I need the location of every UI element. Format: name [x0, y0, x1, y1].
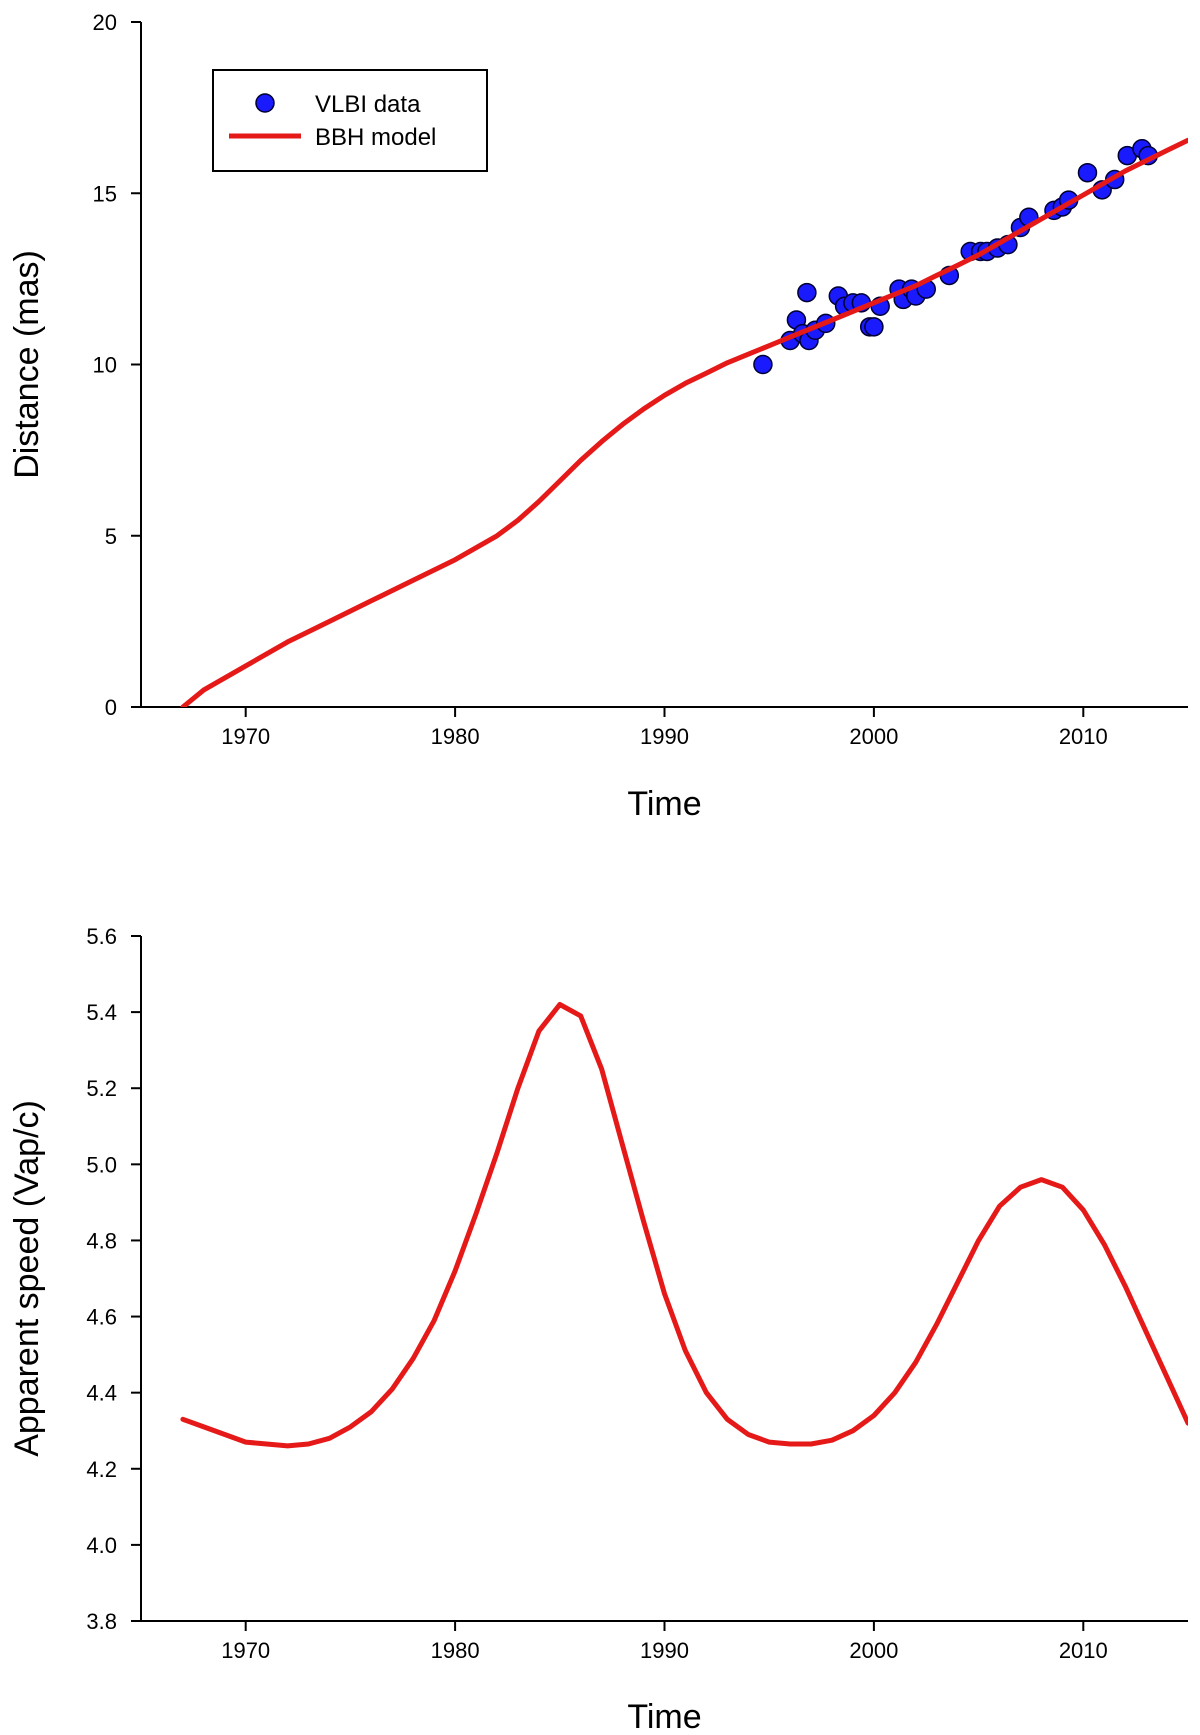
x-tick-label: 2010	[1059, 724, 1108, 749]
legend-label-bbh-model: BBH model	[315, 124, 436, 151]
x-tick-label: 1970	[221, 1638, 270, 1663]
x-tick-label: 2010	[1059, 1638, 1108, 1663]
y-tick-label: 5.0	[86, 1152, 117, 1177]
y-tick-label: 20	[93, 10, 117, 35]
data-point	[864, 317, 884, 337]
y-tick-label: 0	[105, 695, 117, 720]
x-tick-label: 1970	[221, 724, 270, 749]
x-tick-label: 2000	[849, 724, 898, 749]
y-axis-label: Distance (mas)	[8, 250, 46, 479]
y-tick-label: 5.6	[86, 924, 117, 949]
series-line-bbh-model	[180, 137, 1188, 707]
y-tick-label: 15	[93, 181, 117, 206]
legend-label-vlbi-data: VLBI data	[315, 91, 421, 118]
data-point	[797, 282, 817, 303]
y-tick-label: 4.8	[86, 1228, 117, 1253]
x-tick-label: 2000	[849, 1638, 898, 1663]
y-tick-label: 5.4	[86, 1000, 117, 1025]
x-tick-label: 1990	[640, 724, 689, 749]
y-tick-label: 5	[105, 524, 117, 549]
x-tick-label: 1990	[640, 1638, 689, 1663]
y-tick-label: 3.8	[86, 1609, 117, 1634]
x-tick-label: 1980	[431, 724, 480, 749]
x-tick-label: 1980	[431, 1638, 480, 1663]
y-tick-label: 4.6	[86, 1305, 117, 1330]
legend-box	[212, 69, 488, 172]
y-tick-label: 4.2	[86, 1457, 117, 1482]
chart-panel-1: 1970 1980 1990 2000 2010 0 5 10 15 20 Time Distance…	[8, 10, 1188, 823]
series-line-apparent-speed	[180, 1002, 1188, 1449]
chart-panel-2: 1970 1980 1990 2000 2010 3.8 4.0 4.2 4.4 4.6 4.8 5.…	[8, 924, 1188, 1735]
y-axis-label: Apparent speed (Vap/c)	[8, 1100, 46, 1457]
y-tick-label: 4.4	[86, 1381, 117, 1406]
legend-marker-vlbi-data	[255, 93, 275, 113]
x-axis-label: Time	[627, 1698, 701, 1735]
x-axis-label: Time	[627, 785, 701, 823]
series-points-vlbi-data	[753, 138, 1158, 375]
data-point	[753, 354, 773, 375]
y-tick-label: 10	[93, 353, 117, 378]
data-point	[1077, 162, 1098, 183]
legend: VLBI data BBH model	[212, 69, 488, 172]
y-tick-label: 4.0	[86, 1533, 117, 1558]
y-tick-label: 5.2	[86, 1076, 117, 1101]
